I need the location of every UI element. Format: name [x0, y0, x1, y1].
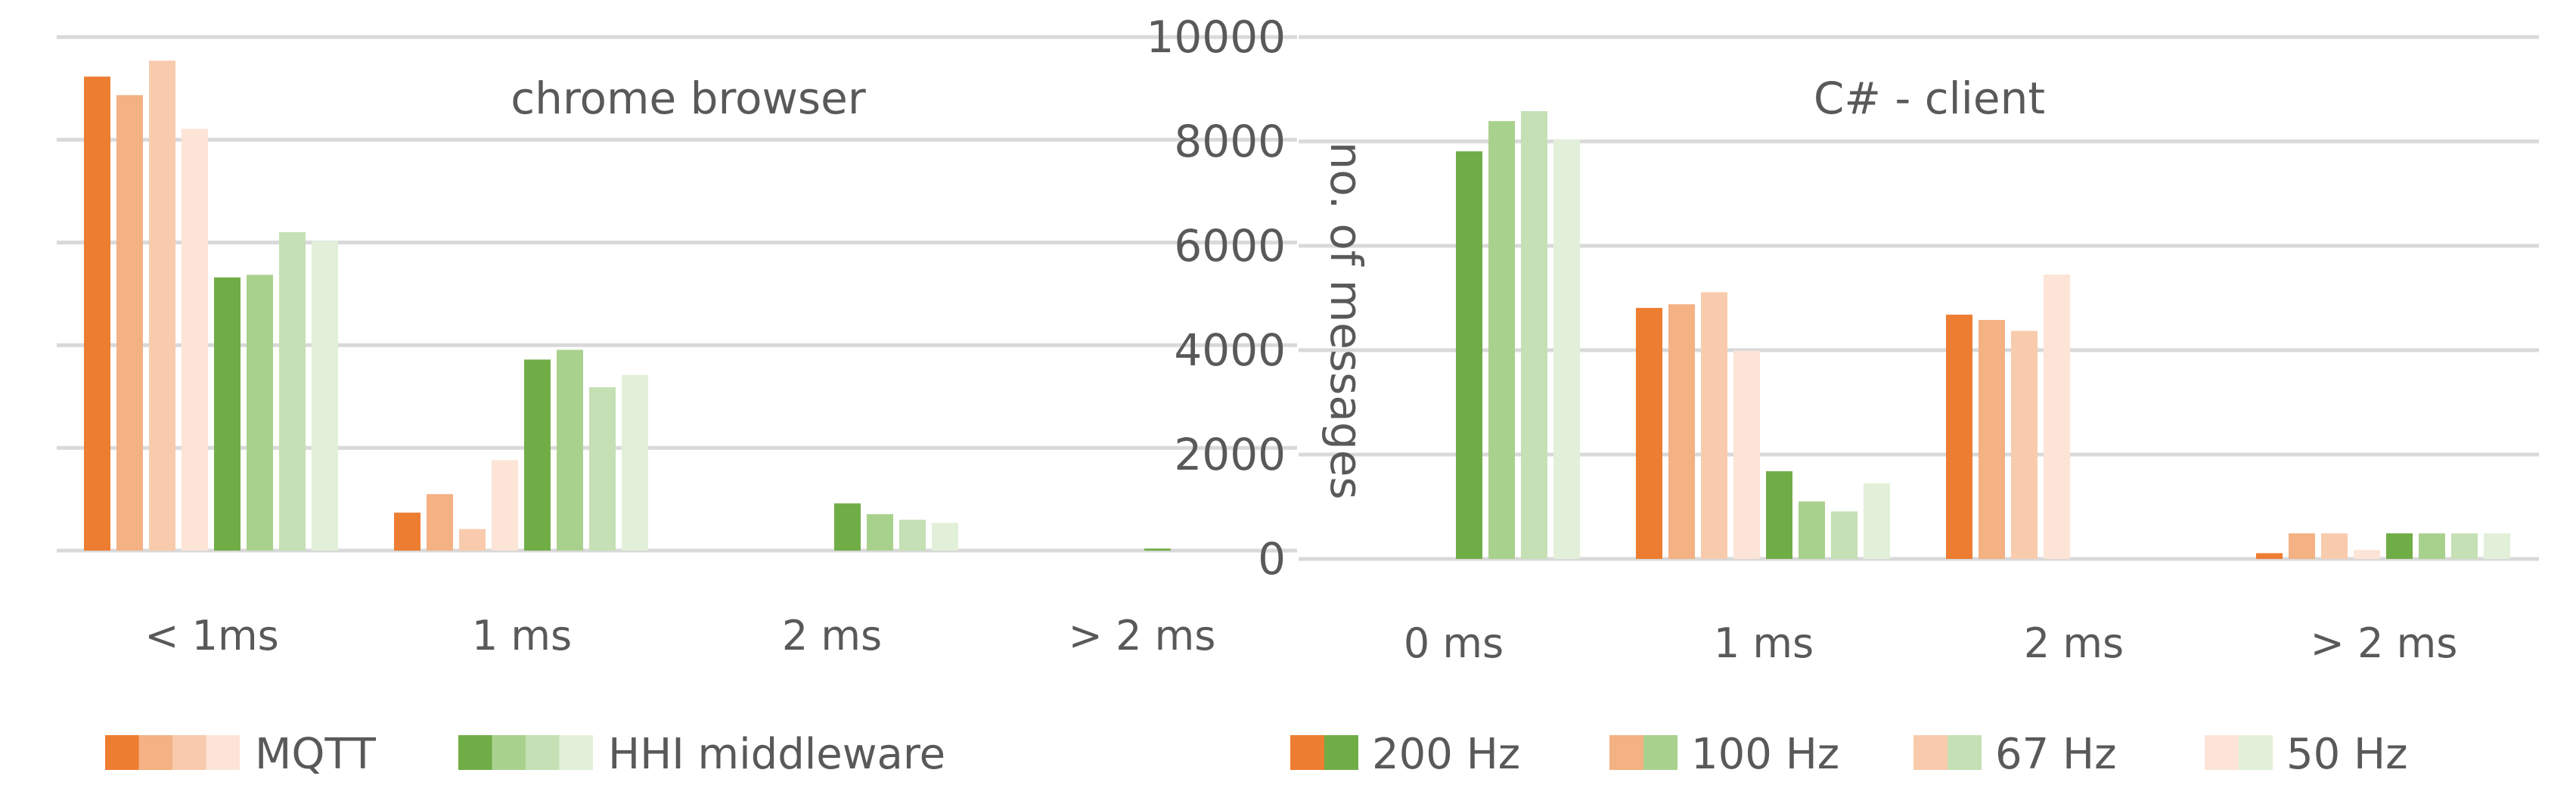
- plots: < 1ms 1 ms 2 ms > 2 ms chrome browser 0 ms 1 m…: [57, 35, 2539, 667]
- bar-chrome-1-7: [622, 374, 648, 551]
- legend-swatch: [1643, 735, 1678, 770]
- legend-entry-rate: 200 Hz: [1290, 730, 1520, 779]
- x-tick-label: 0 ms: [1404, 619, 1504, 667]
- bar-csharp-1-6: [1831, 511, 1858, 559]
- bar-csharp-2-3: [2044, 274, 2070, 559]
- legend-swatch: [1948, 735, 1982, 770]
- x-tick-label: 2 ms: [2024, 619, 2124, 667]
- bar-csharp-1-1: [1668, 304, 1695, 559]
- bar-csharp-1-7: [1864, 483, 1890, 559]
- y-tick-label: 0: [1258, 533, 1286, 585]
- y-tick-label: 10000: [1146, 11, 1286, 63]
- bar-chrome-0-5: [247, 275, 273, 551]
- bar-chrome-0-0: [84, 76, 110, 551]
- bar-csharp-3-0: [2256, 553, 2283, 559]
- bar-chrome-3-4: [1144, 548, 1171, 551]
- bar-chrome-1-4: [524, 359, 551, 551]
- legend-swatch: [105, 735, 139, 770]
- bar-csharp-3-4: [2386, 533, 2413, 559]
- bar-csharp-1-5: [1799, 501, 1825, 559]
- bar-chrome-1-5: [557, 349, 583, 551]
- legend-label: HHI middleware: [608, 730, 945, 779]
- legend-swatch: [559, 735, 593, 770]
- bar-chrome-1-6: [589, 387, 616, 551]
- legend-swatch: [526, 735, 560, 770]
- bar-csharp-0-5: [1488, 121, 1515, 560]
- bar-csharp-0-6: [1521, 110, 1547, 560]
- chart-title: C# - client: [1814, 73, 2045, 124]
- x-tick-label: > 2 ms: [2311, 619, 2458, 667]
- bar-csharp-2-2: [2011, 331, 2038, 559]
- legend-label: 50 Hz: [2286, 730, 2408, 779]
- bar-csharp-3-5: [2419, 533, 2445, 559]
- legend-swatch: [1324, 735, 1358, 770]
- plot-chrome: < 1ms 1 ms 2 ms > 2 ms chrome browser: [57, 35, 1297, 660]
- bar-chrome-0-7: [312, 241, 338, 551]
- bar-chrome-2-7: [932, 523, 958, 551]
- bar-csharp-3-2: [2321, 533, 2348, 559]
- legend-entry-rate: 100 Hz: [1609, 730, 1839, 779]
- legend-swatch: [138, 735, 172, 770]
- legend-swatch: [172, 735, 206, 770]
- bar-chrome-0-1: [116, 95, 143, 551]
- bar-csharp-1-3: [1733, 350, 1760, 559]
- bar-chrome-2-5: [867, 514, 893, 551]
- legend-swatch: [458, 735, 492, 770]
- legend-swatch: [492, 735, 526, 770]
- y-axis-label: no. of messages: [1321, 141, 1372, 499]
- legend: MQTT HHI middleware 200 Hz 100 Hz 67 Hz 50 Hz: [105, 730, 2408, 779]
- bar-chrome-0-6: [279, 232, 306, 551]
- chart-title: chrome browser: [511, 73, 866, 124]
- legend-label: 100 Hz: [1691, 730, 1839, 779]
- y-tick-label: 6000: [1174, 220, 1286, 272]
- legend-swatch: [206, 735, 240, 770]
- bar-csharp-1-0: [1636, 308, 1662, 559]
- bar-chrome-1-0: [394, 512, 421, 551]
- bar-csharp-1-4: [1766, 471, 1792, 559]
- legend-entry-rate: 50 Hz: [2205, 730, 2408, 779]
- legend-label: MQTT: [255, 730, 377, 779]
- legend-entry-rate: 67 Hz: [1913, 730, 2117, 779]
- legend-swatch: [1913, 735, 1948, 770]
- bar-csharp-3-3: [2354, 550, 2380, 559]
- bar-csharp-0-7: [1553, 139, 1580, 559]
- legend-swatch: [2205, 735, 2239, 770]
- legend-entry-hhi: HHI middleware: [458, 730, 945, 779]
- y-tick-label: 4000: [1174, 324, 1286, 376]
- legend-entry-mqtt: MQTT: [105, 730, 377, 779]
- bar-chrome-1-1: [427, 494, 453, 551]
- bar-csharp-1-2: [1701, 292, 1727, 559]
- legend-swatch: [1609, 735, 1643, 770]
- bar-csharp-3-7: [2484, 533, 2510, 559]
- x-tick-label: > 2 ms: [1069, 612, 1216, 660]
- bar-csharp-2-0: [1946, 315, 1972, 559]
- x-tick-label: 1 ms: [1714, 619, 1814, 667]
- bar-csharp-3-1: [2289, 533, 2315, 559]
- bar-chrome-0-2: [149, 61, 175, 551]
- legend-label: 67 Hz: [1995, 730, 2117, 779]
- bar-chrome-2-6: [899, 520, 926, 551]
- bar-csharp-3-6: [2451, 533, 2478, 559]
- bar-chrome-1-3: [492, 460, 518, 551]
- bar-csharp-0-4: [1456, 151, 1482, 560]
- legend-swatch: [1290, 735, 1324, 770]
- plot-csharp: 0 ms 1 ms 2 ms > 2 ms C# - client: [1299, 35, 2539, 667]
- x-tick-label: 2 ms: [782, 612, 882, 660]
- y-tick-label: 2000: [1174, 429, 1286, 480]
- x-tick-label: < 1ms: [144, 612, 279, 660]
- bar-csharp-2-1: [1979, 319, 2005, 559]
- y-axis: 0 2000 4000 6000 8000 10000 no. of messages: [1146, 11, 1372, 585]
- bar-chrome-1-2: [459, 529, 486, 551]
- x-tick-label: 1 ms: [472, 612, 572, 660]
- bar-chrome-0-4: [214, 277, 241, 551]
- legend-label: 200 Hz: [1372, 730, 1520, 779]
- bar-chrome-2-4: [834, 503, 861, 551]
- y-tick-label: 8000: [1174, 116, 1286, 167]
- legend-swatch: [2239, 735, 2273, 770]
- bar-chrome-0-3: [182, 129, 208, 551]
